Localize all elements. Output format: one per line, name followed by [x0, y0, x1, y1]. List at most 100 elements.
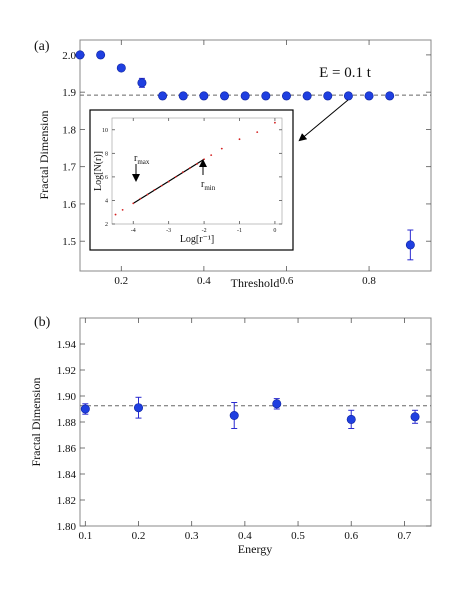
panel-b-data-point: [410, 412, 420, 422]
panel-b-ytick-label: 1.80: [57, 521, 77, 533]
panel-a-data-point: [96, 50, 106, 60]
inset-data-point: [181, 171, 184, 174]
inset-ytick-label: 4: [105, 199, 108, 205]
inset-xlabel: Log[r⁻¹]: [180, 234, 214, 245]
panel-a-data-point: [240, 91, 250, 101]
panel-a-label: (a): [34, 39, 50, 54]
panel-b-data-point: [229, 410, 239, 420]
panel-a-ytick-label: 2.0: [62, 50, 76, 62]
panel-b-xtick-label: 0.2: [132, 530, 146, 542]
inset-data-point: [167, 180, 170, 183]
panel-a-ytick-label: 1.9: [62, 87, 76, 99]
inset-data-point: [189, 167, 191, 169]
inset-ytick-label: 6: [105, 175, 108, 181]
rmin-label: rmin: [201, 179, 216, 192]
panel-a-data-point: [199, 91, 209, 101]
panel-b-xlabel: Energy: [238, 542, 272, 556]
panel-a-data-point: [220, 91, 230, 101]
panel-b-ticks: 0.1 0.2 0.3 0.4 0.5 0.6 0.7 1.80 1.82 1.84 1.86 1.8…: [57, 318, 431, 542]
inset-plot-frame: [111, 117, 283, 225]
panel-b-xtick-label: 0.5: [291, 530, 305, 542]
inset-xtick-label: -4: [131, 228, 136, 234]
panel-a-ytick-label: 1.8: [62, 124, 76, 136]
panel-b-xtick-label: 0.3: [185, 530, 199, 542]
panel-a-xtick-label: 0.2: [114, 275, 128, 287]
panel-b-ytick-label: 1.86: [57, 443, 77, 455]
panel-a-ytick-label: 1.7: [62, 162, 76, 174]
panel-b-plot-frame: [79, 317, 432, 527]
inset-xtick-label: -3: [166, 228, 171, 234]
panel-b-data-point: [80, 404, 90, 414]
panel-a-data-point: [116, 63, 126, 73]
inset-data-point: [146, 193, 149, 196]
inset-ticks: -4 -3 -2 -1 0 2 4 6 8 10: [102, 118, 282, 234]
inset-data-point: [153, 188, 156, 191]
inset-xtick-label: -2: [202, 228, 207, 234]
inset-ytick-label: 8: [105, 151, 108, 157]
inset-data-point: [139, 197, 142, 200]
inset-data-point: [274, 121, 276, 124]
panel-a-data-point: [323, 91, 333, 101]
panel-a-data-point: [261, 91, 271, 101]
panel-a: (a) 0.2 0.4 0.6 0.8 1.5 1.6 1.7 1.8 1.9 2.0 E = 0…: [34, 39, 432, 290]
inset-border: [89, 109, 294, 251]
panel-a-xtick-label: 0.6: [280, 275, 294, 287]
panel-b-label: (b): [34, 315, 51, 330]
panel-a-plot-frame: [79, 39, 432, 272]
inset-data-point: [121, 208, 124, 211]
panel-a-data-point: [302, 91, 312, 101]
panel-b-ytick-label: 1.82: [57, 495, 76, 507]
inset-data-point: [174, 175, 177, 178]
rmax-label: rmax: [134, 153, 150, 166]
panel-a-data-point: [178, 91, 188, 101]
energy-annotation: E = 0.1 t: [319, 65, 372, 81]
panel-a-data-point: [75, 50, 85, 60]
panel-b-data-point: [134, 403, 144, 413]
inset-data-point: [256, 131, 259, 134]
panel-a-data-point: [385, 91, 395, 101]
inset-data-point: [132, 202, 135, 205]
inset-xtick-label: 0: [273, 228, 276, 234]
inset-xtick-label: -1: [237, 228, 242, 234]
panel-a-ytick-label: 1.6: [62, 199, 76, 211]
panel-a-ytick-label: 1.5: [62, 236, 76, 248]
panel-b-data-point: [346, 414, 356, 424]
annotation-arrow: [298, 99, 349, 142]
inset-points: [114, 121, 276, 216]
panel-a-data-point: [281, 91, 291, 101]
panel-b-ytick-label: 1.88: [57, 417, 77, 429]
inset-data-point: [210, 154, 213, 157]
inset-data-point: [196, 163, 198, 165]
panel-b-xtick-label: 0.6: [344, 530, 358, 542]
panel-a-ticks: 0.2 0.4 0.6 0.8 1.5 1.6 1.7 1.8 1.9 2.0: [62, 40, 431, 287]
panel-a-xlabel: Threshold: [231, 276, 280, 290]
panel-b-ytick-label: 1.94: [57, 339, 77, 351]
inset-data-point: [238, 138, 241, 141]
panel-b-ytick-label: 1.90: [57, 391, 77, 403]
panel-b-data-point: [272, 399, 282, 409]
panel-b-ylabel: Fractal Dimension: [29, 378, 43, 467]
panel-a-ylabel: Fractal Dimension: [37, 111, 51, 200]
inset-data-point: [203, 158, 205, 161]
panel-a-data-point: [343, 91, 353, 101]
panel-b-ytick-label: 1.84: [57, 469, 77, 481]
panel-a-data-point: [405, 240, 415, 250]
panel-a-data-point: [158, 91, 168, 101]
panel-b-ytick-label: 1.92: [57, 365, 76, 377]
panel-b-points: [80, 396, 420, 429]
panel-a-data-point: [137, 78, 147, 88]
inset-data-point: [160, 184, 163, 187]
panel-b: (b) 0.1 0.2 0.3 0.4 0.5 0.6 0.7 1.80 1.82 1.84 1.8…: [29, 315, 432, 556]
inset-ytick-label: 10: [102, 128, 108, 134]
inset-data-point: [114, 213, 117, 216]
panel-a-data-point: [364, 91, 374, 101]
panel-a-points: [75, 50, 415, 261]
panel-b-xtick-label: 0.1: [78, 530, 92, 542]
inset-data-point: [220, 147, 223, 150]
panel-b-xtick-label: 0.7: [398, 530, 412, 542]
panel-b-xtick-label: 0.4: [238, 530, 252, 542]
panel-a-xtick-label: 0.4: [197, 275, 211, 287]
inset-ylabel: Log[N(r)]: [93, 151, 104, 191]
